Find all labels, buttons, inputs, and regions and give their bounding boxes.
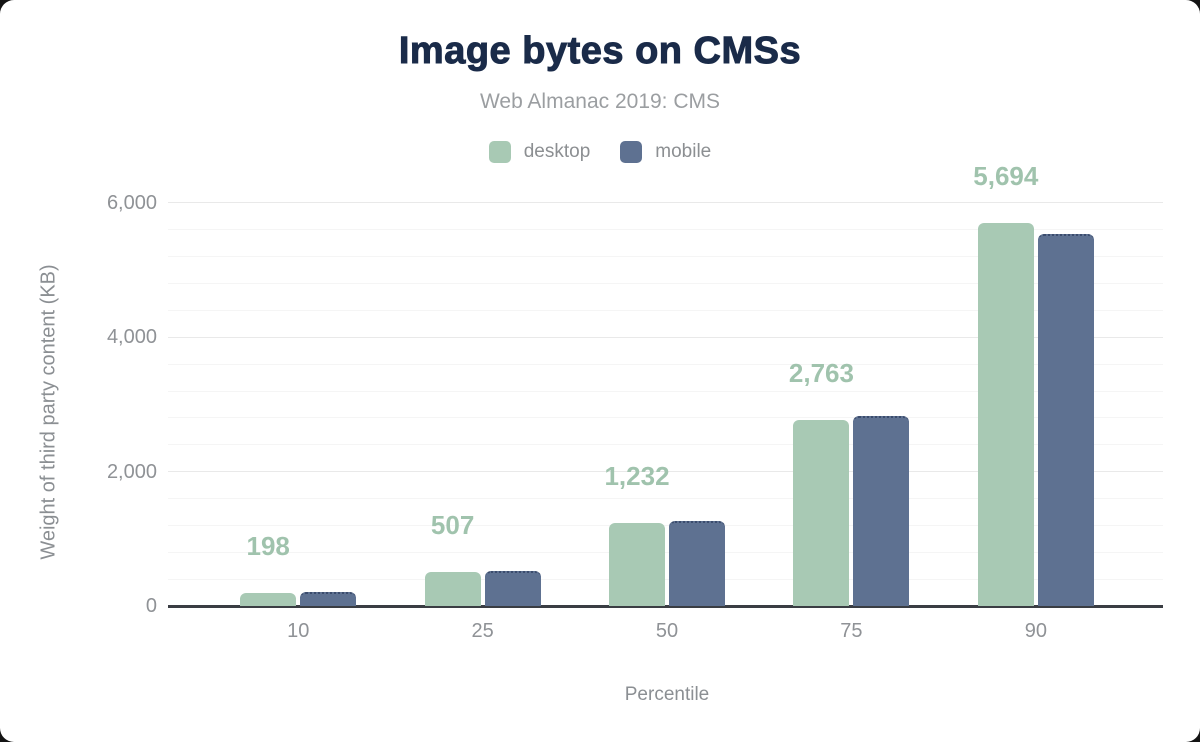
data-label-desktop: 198	[246, 530, 290, 561]
minor-gridline	[168, 551, 1163, 553]
minor-gridline	[168, 444, 1163, 446]
minor-gridline	[168, 417, 1163, 419]
minor-gridline	[168, 578, 1163, 580]
mobile-bar	[1037, 234, 1094, 606]
legend-label-mobile: mobile	[655, 141, 712, 162]
desktop-series-swatch	[488, 141, 511, 163]
y-tick-label: 2,000	[106, 460, 157, 483]
mobile-bar	[669, 521, 726, 606]
minor-gridline	[168, 309, 1163, 311]
x-tick-label: 50	[655, 620, 679, 642]
chart-subtitle: Web Almanac 2019: CMS	[479, 90, 721, 113]
bar-pair: 198	[240, 533, 357, 606]
y-axis-tick-labels: 0 2,000 4,000 6,000	[0, 176, 157, 617]
minor-gridline	[168, 498, 1163, 499]
x-axis-line	[168, 605, 1163, 608]
bar-pair: 507	[424, 512, 541, 606]
y-tick-label: 6,000	[106, 191, 157, 214]
bar-pair: 2,763	[789, 360, 910, 606]
data-label-desktop: 2,763	[788, 358, 854, 389]
minor-gridline	[168, 524, 1163, 526]
mobile-bar	[300, 591, 357, 606]
desktop-bar	[609, 523, 666, 606]
major-gridline	[168, 202, 1163, 204]
legend-item-mobile: mobile	[620, 141, 711, 163]
data-label-desktop: 5,694	[973, 161, 1039, 192]
major-gridline	[168, 336, 1163, 338]
minor-gridline	[168, 283, 1163, 284]
x-tick-label: 90	[1024, 620, 1047, 642]
y-tick-label: 4,000	[106, 326, 157, 349]
bar-pair: 1,232	[604, 463, 726, 606]
category-slot-10: 198 10	[206, 176, 390, 642]
mobile-series-swatch	[620, 141, 643, 163]
desktop-bar	[424, 571, 481, 606]
x-tick-label: 10	[287, 620, 310, 642]
minor-gridline	[168, 390, 1163, 392]
mobile-bar	[853, 415, 910, 606]
legend-label-desktop: desktop	[523, 141, 591, 162]
chart-title: Image bytes on CMSs	[398, 30, 802, 73]
y-tick-label: 0	[145, 595, 157, 617]
minor-gridline	[168, 256, 1163, 258]
category-slot-90: 5,694 90	[944, 163, 1128, 642]
desktop-bar	[793, 420, 850, 606]
desktop-bar	[240, 592, 297, 606]
x-axis-title: Percentile	[624, 684, 710, 705]
data-label-desktop: 507	[430, 509, 475, 540]
mobile-bar	[484, 571, 541, 606]
data-label-desktop: 1,232	[604, 461, 670, 492]
minor-gridline	[168, 229, 1163, 231]
category-slot-25: 507 25	[390, 176, 574, 642]
legend: desktop mobile	[0, 141, 1200, 163]
major-gridline	[168, 471, 1163, 473]
bar-pair: 5,694	[973, 163, 1094, 606]
minor-gridline	[168, 363, 1163, 365]
legend-item-desktop: desktop	[488, 141, 591, 163]
desktop-bar	[977, 223, 1034, 606]
gridlines	[168, 176, 1163, 608]
category-slot-75: 2,763 75	[759, 176, 943, 642]
x-tick-label: 75	[840, 620, 863, 642]
category-slot-50: 1,232 50	[575, 176, 759, 642]
x-tick-label: 25	[471, 620, 494, 642]
plot-area: 198 10 507 25 1,232 50 2,763 75 5,694 90	[206, 163, 1128, 642]
